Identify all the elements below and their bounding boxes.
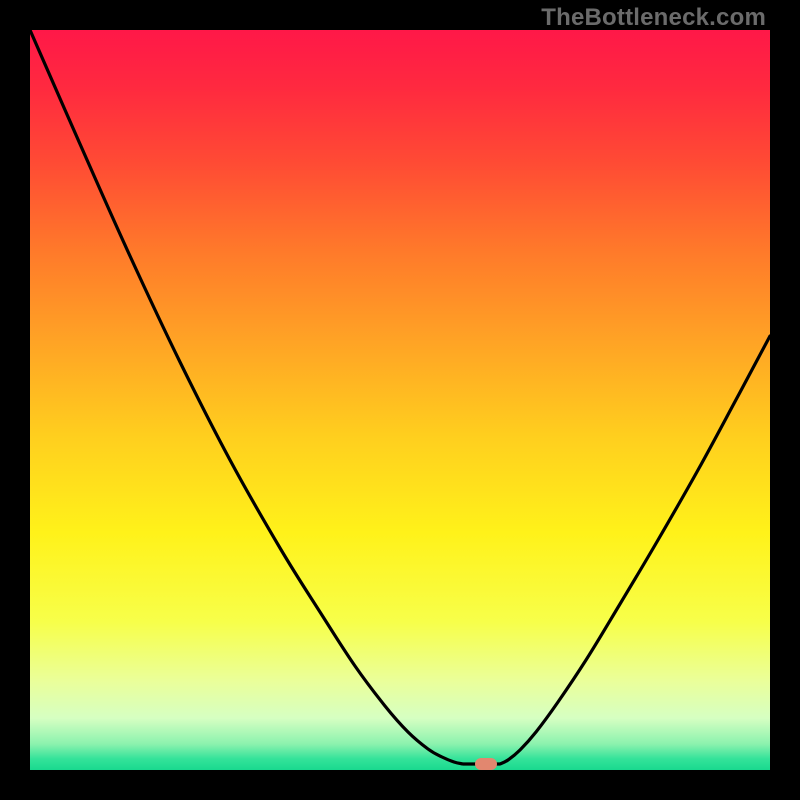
plot-area — [30, 30, 770, 770]
chart-frame: TheBottleneck.com — [0, 0, 800, 800]
curve-path — [30, 30, 770, 764]
bottleneck-curve — [30, 30, 770, 770]
watermark-text: TheBottleneck.com — [541, 4, 766, 32]
optimal-marker — [475, 758, 497, 770]
